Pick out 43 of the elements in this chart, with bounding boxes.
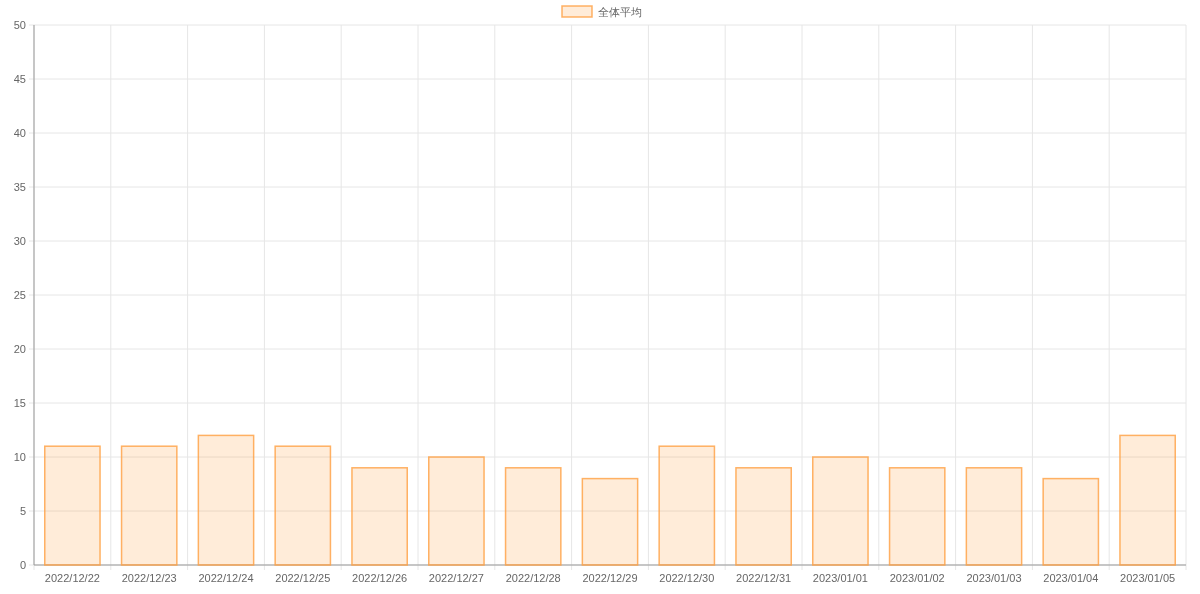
x-tick-label: 2022/12/30 bbox=[659, 572, 715, 584]
bar bbox=[965, 467, 1023, 566]
legend: 全体平均 bbox=[561, 5, 642, 18]
x-tick-label: 2023/01/03 bbox=[966, 572, 1022, 584]
legend-label: 全体平均 bbox=[598, 6, 642, 18]
bar bbox=[44, 445, 101, 566]
y-tick-label: 45 bbox=[13, 73, 26, 85]
y-tick-label: 35 bbox=[13, 181, 26, 193]
bar bbox=[581, 477, 639, 566]
y-tick-label: 0 bbox=[19, 559, 26, 571]
bar bbox=[658, 445, 716, 566]
x-tick-label: 2022/12/28 bbox=[505, 572, 561, 584]
bar bbox=[812, 456, 869, 566]
x-tick-label: 2023/01/05 bbox=[1120, 572, 1176, 584]
x-tick-label: 2023/01/02 bbox=[889, 572, 945, 584]
x-tick-label: 2023/01/04 bbox=[1043, 572, 1099, 584]
bar bbox=[1042, 477, 1100, 566]
y-tick-label: 40 bbox=[13, 127, 26, 139]
bar bbox=[504, 467, 562, 566]
y-tick-label: 20 bbox=[13, 343, 26, 355]
bar bbox=[735, 467, 792, 566]
bar bbox=[274, 445, 332, 566]
bar bbox=[1119, 434, 1176, 566]
x-tick-label: 2023/01/01 bbox=[812, 572, 868, 584]
x-tick-label: 2022/12/24 bbox=[198, 572, 254, 584]
y-tick-label: 25 bbox=[13, 289, 26, 301]
x-tick-label: 2022/12/25 bbox=[275, 572, 331, 584]
bar bbox=[888, 467, 946, 566]
x-tick-label: 2022/12/29 bbox=[582, 572, 638, 584]
bar bbox=[428, 456, 485, 566]
y-tick-label: 15 bbox=[13, 397, 26, 409]
bar bbox=[120, 445, 178, 566]
y-tick-label: 10 bbox=[13, 451, 26, 463]
y-tick-label: 5 bbox=[19, 505, 26, 517]
x-tick-label: 2022/12/31 bbox=[736, 572, 792, 584]
x-tick-label: 2022/12/23 bbox=[121, 572, 177, 584]
bar bbox=[197, 434, 255, 566]
y-tick-label: 50 bbox=[13, 19, 26, 31]
x-tick-label: 2022/12/26 bbox=[352, 572, 408, 584]
x-tick-label: 2022/12/22 bbox=[44, 572, 100, 584]
bar bbox=[351, 467, 408, 566]
y-tick-label: 30 bbox=[13, 235, 26, 247]
x-tick-label: 2022/12/27 bbox=[428, 572, 484, 584]
